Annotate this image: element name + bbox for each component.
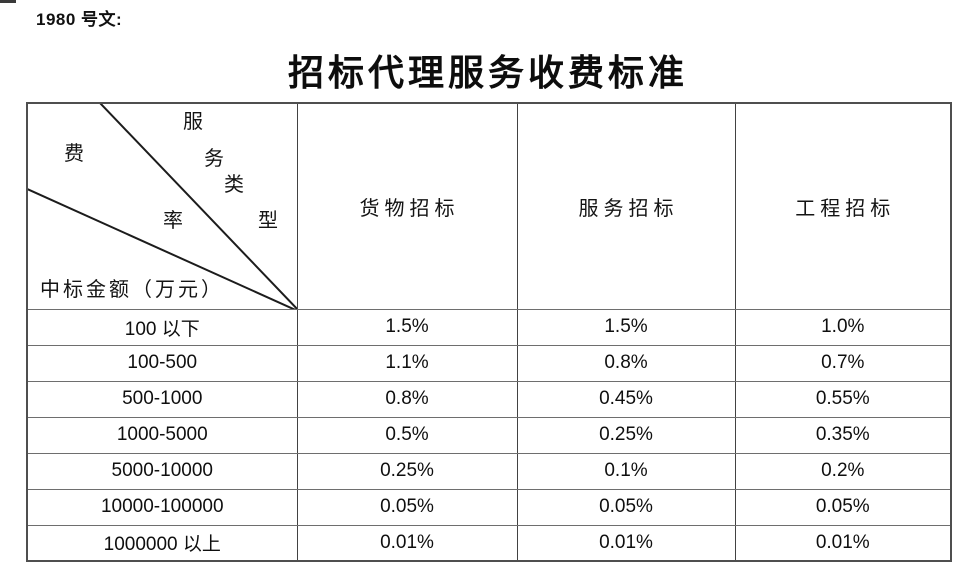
works-rate-cell: 0.2% [734, 452, 952, 490]
goods-rate-cell: 1.5% [296, 308, 518, 346]
amount-range-cell: 100 以下 [26, 308, 298, 346]
works-rate-cell: 0.01% [734, 524, 952, 562]
table-row: 1000000 以上 0.01% 0.01% 0.01% [26, 524, 952, 562]
col-header-goods: 货物招标 [296, 102, 518, 310]
corner-char-fee-1: 费 [64, 143, 84, 165]
works-rate-cell: 0.55% [734, 380, 952, 418]
amount-range-cell: 5000-10000 [26, 452, 298, 490]
corner-char-service-2: 务 [204, 148, 224, 170]
service-rate-cell: 0.05% [516, 488, 736, 526]
goods-rate-cell: 0.5% [296, 416, 518, 454]
amount-range-cell: 1000-5000 [26, 416, 298, 454]
goods-rate-cell: 0.01% [296, 524, 518, 562]
corner-char-service-3: 类 [224, 174, 244, 196]
corner-char-fee-2: 率 [163, 210, 183, 232]
doc-ref: 1980 号文: [36, 10, 123, 29]
works-rate-cell: 0.35% [734, 416, 952, 454]
table-row: 100 以下 1.5% 1.5% 1.0% [26, 308, 952, 346]
table-row: 5000-10000 0.25% 0.1% 0.2% [26, 452, 952, 490]
goods-rate-cell: 0.8% [296, 380, 518, 418]
service-rate-cell: 0.25% [516, 416, 736, 454]
works-rate-cell: 0.7% [734, 344, 952, 382]
amount-range-cell: 100-500 [26, 344, 298, 382]
service-rate-cell: 0.01% [516, 524, 736, 562]
col-header-works: 工程招标 [734, 102, 952, 310]
fee-table: 服 费 务 类 率 型 中标金额（万元） 货物招标 服务招标 工程招标 [26, 102, 952, 562]
corner-char-service-4: 型 [258, 210, 278, 232]
goods-rate-cell: 1.1% [296, 344, 518, 382]
table-row: 10000-100000 0.05% 0.05% 0.05% [26, 488, 952, 526]
table-row: 100-500 1.1% 0.8% 0.7% [26, 344, 952, 382]
goods-rate-cell: 0.05% [296, 488, 518, 526]
corner-header-cell: 服 费 务 类 率 型 中标金额（万元） [26, 102, 298, 310]
service-rate-cell: 0.1% [516, 452, 736, 490]
page-title: 招标代理服务收费标准 [287, 53, 688, 93]
amount-range-cell: 500-1000 [26, 380, 298, 418]
table-header-row: 服 费 务 类 率 型 中标金额（万元） 货物招标 服务招标 工程招标 [26, 102, 952, 310]
corner-inner: 服 费 务 类 率 型 中标金额（万元） [28, 104, 296, 308]
goods-rate-cell: 0.25% [296, 452, 518, 490]
table-row: 500-1000 0.8% 0.45% 0.55% [26, 380, 952, 418]
service-rate-cell: 0.45% [516, 380, 736, 418]
col-header-services: 服务招标 [516, 102, 736, 310]
service-rate-cell: 1.5% [516, 308, 736, 346]
screen-edge-artifact [0, 0, 16, 3]
amount-range-cell: 10000-100000 [26, 488, 298, 526]
fee-table-container: 服 费 务 类 率 型 中标金额（万元） 货物招标 服务招标 工程招标 [26, 102, 952, 562]
corner-char-service-1: 服 [183, 111, 203, 133]
works-rate-cell: 0.05% [734, 488, 952, 526]
service-rate-cell: 0.8% [516, 344, 736, 382]
row-axis-label: 中标金额（万元） [40, 279, 224, 301]
amount-range-cell: 1000000 以上 [26, 524, 298, 562]
diagonal-divider-lines [28, 104, 296, 308]
works-rate-cell: 1.0% [734, 308, 952, 346]
table-row: 1000-5000 0.5% 0.25% 0.35% [26, 416, 952, 454]
